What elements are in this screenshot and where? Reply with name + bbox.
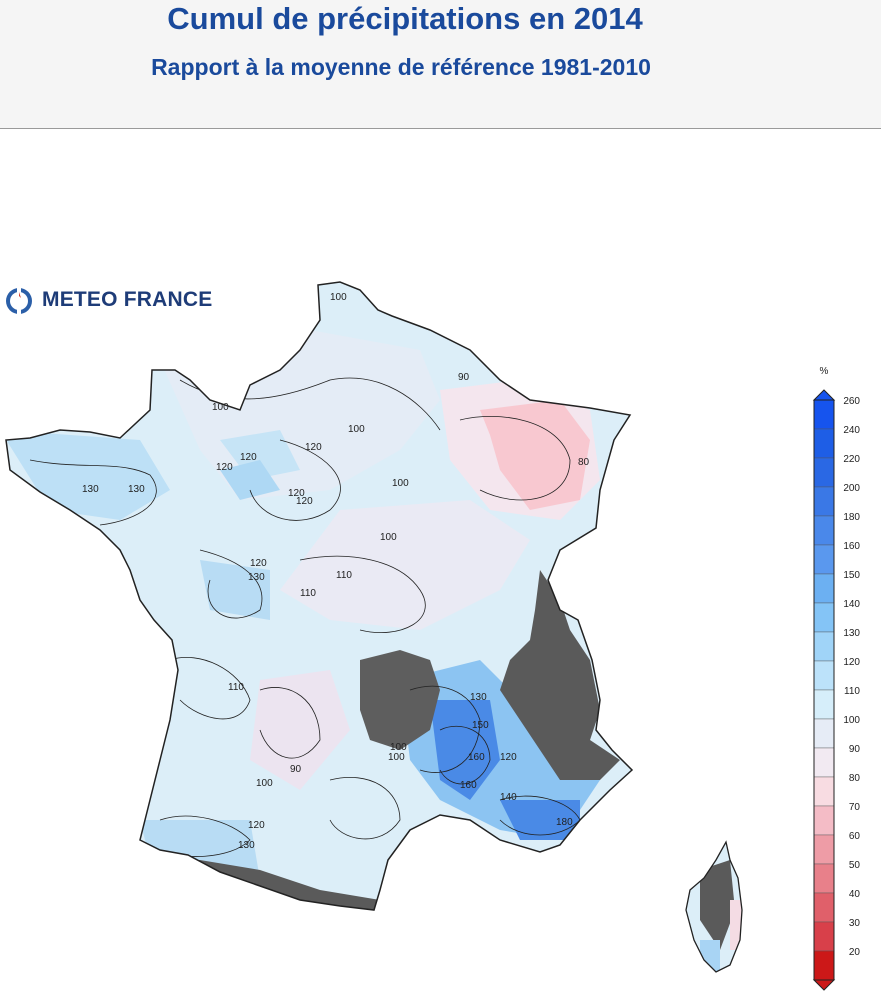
contour-label: 180 — [556, 817, 573, 828]
legend-tick-label: 80 — [849, 773, 861, 784]
legend-tick-label: 30 — [849, 918, 861, 929]
contour-label: 120 — [500, 752, 517, 763]
header-banner: Cumul de précipitations en 2014 Rapport … — [0, 0, 881, 129]
legend-band — [813, 689, 835, 720]
legend-tick-label: 60 — [849, 831, 861, 842]
legend-band — [813, 544, 835, 575]
contour-label: 120 — [296, 496, 313, 507]
contour-label: 90 — [290, 764, 302, 775]
legend-tick-label: 220 — [843, 454, 860, 465]
map-subtitle: Rapport à la moyenne de référence 1981-2… — [151, 54, 651, 80]
contour-label: 120 — [216, 462, 233, 473]
legend-band — [813, 486, 835, 517]
contour-label: 100 — [388, 752, 405, 763]
corsica-border — [685, 840, 743, 973]
contour-label: 160 — [460, 780, 477, 791]
legend-band — [813, 573, 835, 604]
contour-label: 100 — [330, 292, 347, 303]
legend-band — [813, 747, 835, 778]
contour-label: 130 — [238, 840, 255, 851]
legend-band — [813, 399, 835, 430]
contour-label: 150 — [472, 720, 489, 731]
contour-label: 100 — [392, 478, 409, 489]
legend-arrow-top — [812, 389, 836, 401]
legend-band — [813, 428, 835, 459]
contour-label: 130 — [128, 484, 145, 495]
legend-band — [813, 602, 835, 633]
legend-band — [813, 892, 835, 923]
legend-band — [813, 660, 835, 691]
legend-tick-label: 240 — [843, 425, 860, 436]
legend-tick-label: 20 — [849, 947, 861, 958]
legend-band — [813, 457, 835, 488]
legend-tick-label: 120 — [843, 657, 860, 668]
legend-band — [813, 950, 835, 981]
legend-tick-label: 50 — [849, 860, 861, 871]
contour-label: 80 — [578, 457, 590, 468]
contour-label: 90 — [458, 372, 470, 383]
legend-unit: % — [820, 366, 829, 377]
legend-tick-label: 40 — [849, 889, 861, 900]
legend-tick-label: 100 — [843, 715, 860, 726]
contour-label: 140 — [500, 792, 517, 803]
legend-tick-label: 110 — [844, 686, 860, 697]
contour-label: 120 — [240, 452, 257, 463]
contour-label: 130 — [248, 572, 265, 583]
contour-label: 120 — [250, 558, 267, 569]
contour-label: 110 — [228, 682, 244, 693]
france-border — [5, 281, 634, 911]
contour-label: 120 — [248, 820, 265, 831]
legend-band — [813, 863, 835, 894]
mainland-france-region — [6, 282, 632, 910]
legend-tick-label: 260 — [843, 396, 860, 407]
legend-band — [813, 631, 835, 662]
legend-tick-label: 140 — [843, 599, 860, 610]
legend-bands — [812, 389, 836, 991]
legend-tick-label: 90 — [849, 744, 861, 755]
legend-tick-label: 160 — [843, 541, 860, 552]
legend-band — [813, 805, 835, 836]
legend-band — [813, 834, 835, 865]
logo-text: METEO FRANCE — [42, 288, 213, 311]
legend-band — [813, 718, 835, 749]
legend-tick-label: 130 — [843, 628, 860, 639]
contour-label: 120 — [305, 442, 322, 453]
legend-tick-label: 70 — [849, 802, 861, 813]
contour-label: 100 — [256, 778, 273, 789]
contour-label: 110 — [336, 570, 352, 581]
legend-tick-label: 200 — [843, 483, 860, 494]
contour-label: 110 — [300, 588, 316, 599]
map-title: Cumul de précipitations en 2014 — [167, 1, 643, 36]
legend-tick-label: 180 — [843, 512, 860, 523]
contour-label: 160 — [468, 752, 485, 763]
legend-band — [813, 921, 835, 952]
legend-arrow-bottom — [812, 979, 836, 991]
legend-band — [813, 515, 835, 546]
legend-labels: 260 240 220 200 180 160 150 140 130 120 110 100 90 80… — [843, 396, 860, 958]
contour-label: 130 — [82, 484, 99, 495]
contour-label: 100 — [348, 424, 365, 435]
legend-frame — [813, 399, 835, 981]
legend-tick-label: 150 — [843, 570, 860, 581]
meteo-france-logo: METEO FRANCE — [4, 286, 244, 316]
meteo-france-logo-icon — [6, 288, 32, 314]
contour-label: 100 — [380, 532, 397, 543]
color-legend: % 260 240 220 200 180 160 150 140 130 120 110 100 90… — [812, 366, 860, 991]
contour-label: 100 — [212, 402, 229, 413]
corsica-region — [686, 842, 742, 972]
contour-label: 120 — [288, 488, 305, 499]
contour-label: 130 — [470, 692, 487, 703]
legend-band — [813, 776, 835, 807]
contour-label: 100 — [390, 742, 407, 753]
